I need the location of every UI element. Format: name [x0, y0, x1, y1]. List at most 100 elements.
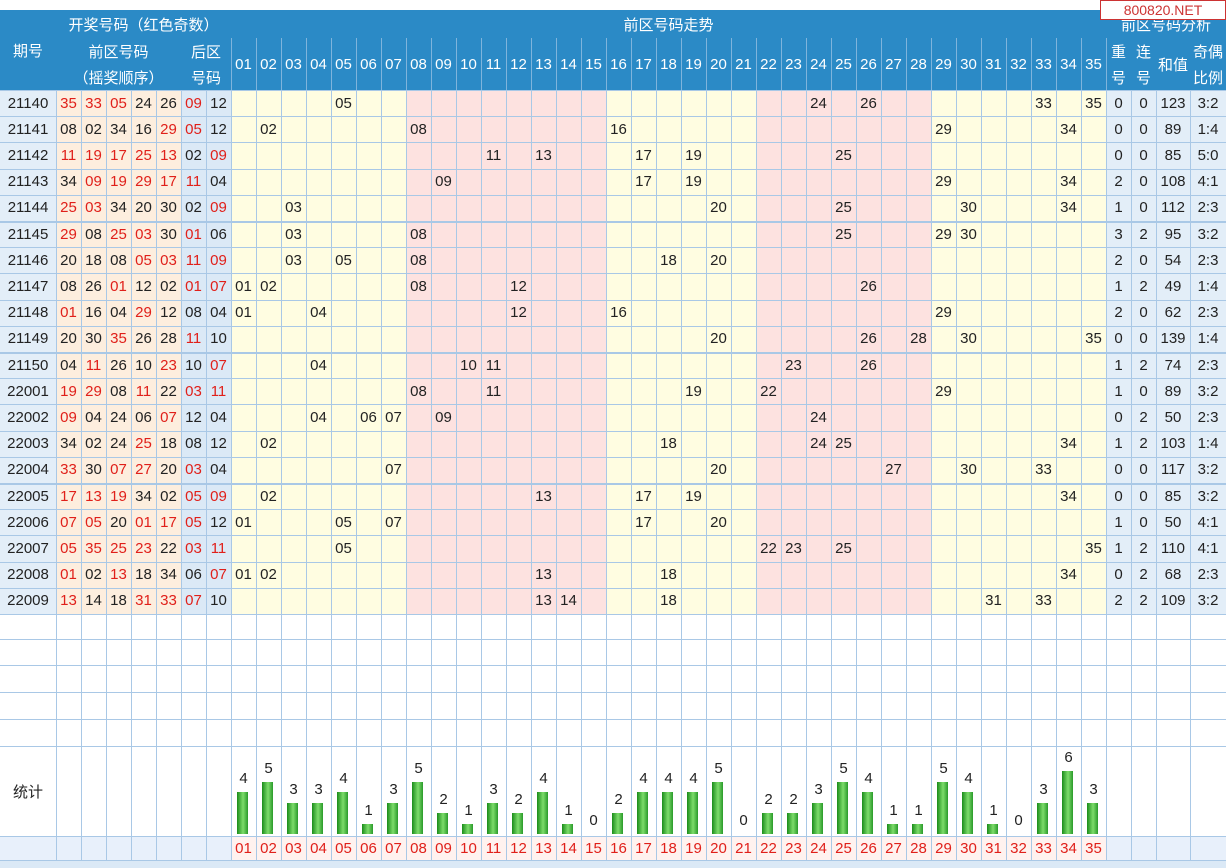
front-number: 25: [135, 146, 152, 164]
front-number: 01: [60, 566, 77, 584]
grid-hline: [0, 719, 1226, 720]
analysis-value: 0: [1139, 461, 1148, 479]
front-number: 24: [135, 94, 152, 112]
header-vline: [306, 38, 307, 90]
stat-count: 4: [664, 770, 673, 787]
period-cell: 22003: [7, 435, 49, 453]
column-number-header: 17: [631, 38, 656, 90]
stat-count: 4: [964, 770, 973, 787]
period-cell: 22009: [7, 592, 49, 610]
stat-bar: [637, 792, 648, 834]
grid-hline: [0, 116, 1226, 117]
back-number: 12: [210, 120, 227, 138]
grid-vline: [206, 38, 207, 860]
stat-count: 5: [939, 759, 948, 777]
grid-hline: [0, 404, 1226, 405]
analysis-value: 0: [1139, 304, 1148, 322]
stat-bar: [662, 792, 673, 834]
grid-vline: [731, 38, 732, 860]
stat-count: 1: [989, 801, 998, 819]
back-number: 05: [185, 513, 202, 531]
grid-vline: [1056, 38, 1057, 860]
analysis-value: 0: [1114, 330, 1123, 348]
grid-hline: [0, 273, 1226, 274]
stat-number-label: 07: [385, 839, 402, 857]
trend-number: 25: [835, 539, 852, 557]
analysis-value: 2: [1114, 304, 1123, 322]
back-number: 10: [210, 592, 227, 610]
trend-number: 34: [1060, 120, 1077, 138]
trend-number: 01: [235, 566, 252, 584]
front-number: 19: [85, 146, 102, 164]
trend-number: 01: [235, 513, 252, 531]
header-vline: [1006, 38, 1007, 90]
stat-number-label: 14: [560, 839, 577, 857]
header-vline: [506, 38, 507, 90]
back-number: 11: [185, 173, 202, 191]
analysis-value: 108: [1160, 173, 1186, 191]
trend-number: 03: [285, 251, 302, 269]
stat-number-label: 32: [1010, 839, 1027, 857]
analysis-value: 3:2: [1197, 487, 1219, 505]
period-cell: 21146: [7, 251, 49, 269]
stat-count: 3: [489, 780, 498, 798]
back-number: 12: [210, 435, 227, 453]
grid-vline: [56, 38, 57, 860]
trend-number: 08: [410, 225, 427, 243]
grid-hline: [0, 431, 1226, 432]
period-cell: 22004: [7, 461, 49, 479]
front-number: 35: [60, 94, 77, 112]
grid-hline: [0, 221, 1226, 223]
stat-number-label: 18: [660, 839, 677, 857]
column-number-header: 11: [481, 38, 506, 90]
front-number: 34: [110, 120, 127, 138]
trend-number: 34: [1060, 566, 1077, 584]
analysis-value: 2:3: [1197, 356, 1219, 374]
period-cell: 21148: [7, 304, 49, 322]
trend-number: 05: [335, 251, 352, 269]
analysis-value: 1: [1114, 356, 1123, 374]
analysis-value: 0: [1139, 487, 1148, 505]
analysis-value: 0: [1139, 251, 1148, 269]
trend-number: 25: [835, 146, 852, 164]
stat-bar: [312, 802, 323, 834]
trend-number: 31: [985, 592, 1002, 610]
column-number-header: 16: [606, 38, 631, 90]
trend-number: 22: [760, 382, 777, 400]
trend-number: 20: [710, 330, 727, 348]
period-cell: 21141: [7, 120, 49, 138]
front-number: 34: [60, 173, 77, 191]
trend-number: 01: [235, 277, 252, 295]
front-number: 07: [110, 461, 127, 479]
analysis-value: 103: [1160, 435, 1186, 453]
stat-count: 1: [364, 801, 373, 819]
stat-count: 5: [839, 759, 848, 777]
front-number: 08: [110, 382, 127, 400]
column-number-header: 14: [556, 38, 581, 90]
front-number: 20: [135, 199, 152, 217]
trend-number: 29: [935, 173, 952, 191]
back-number: 10: [210, 330, 227, 348]
front-number: 34: [160, 566, 177, 584]
back-number: 06: [210, 225, 227, 243]
front-number: 29: [85, 382, 102, 400]
grid-hline: [0, 665, 1226, 666]
analysis-value: 2:3: [1197, 199, 1219, 217]
stat-count: 2: [764, 791, 773, 808]
back-number: 07: [210, 566, 227, 584]
column-number-header: 06: [356, 38, 381, 90]
stat-number-label: 12: [510, 839, 527, 857]
grid-vline: [81, 38, 82, 860]
back-number: 01: [185, 225, 202, 243]
period-cell: 22006: [7, 513, 49, 531]
front-number: 09: [60, 408, 77, 426]
back-number: 06: [185, 566, 202, 584]
front-number: 19: [110, 173, 127, 191]
analysis-value: 1:4: [1197, 120, 1219, 138]
analysis-value: 2:3: [1197, 251, 1219, 269]
front-number: 02: [160, 487, 177, 505]
stat-number-label: 23: [785, 839, 802, 857]
grid-vline: [881, 38, 882, 860]
grid-vline: [506, 38, 507, 860]
